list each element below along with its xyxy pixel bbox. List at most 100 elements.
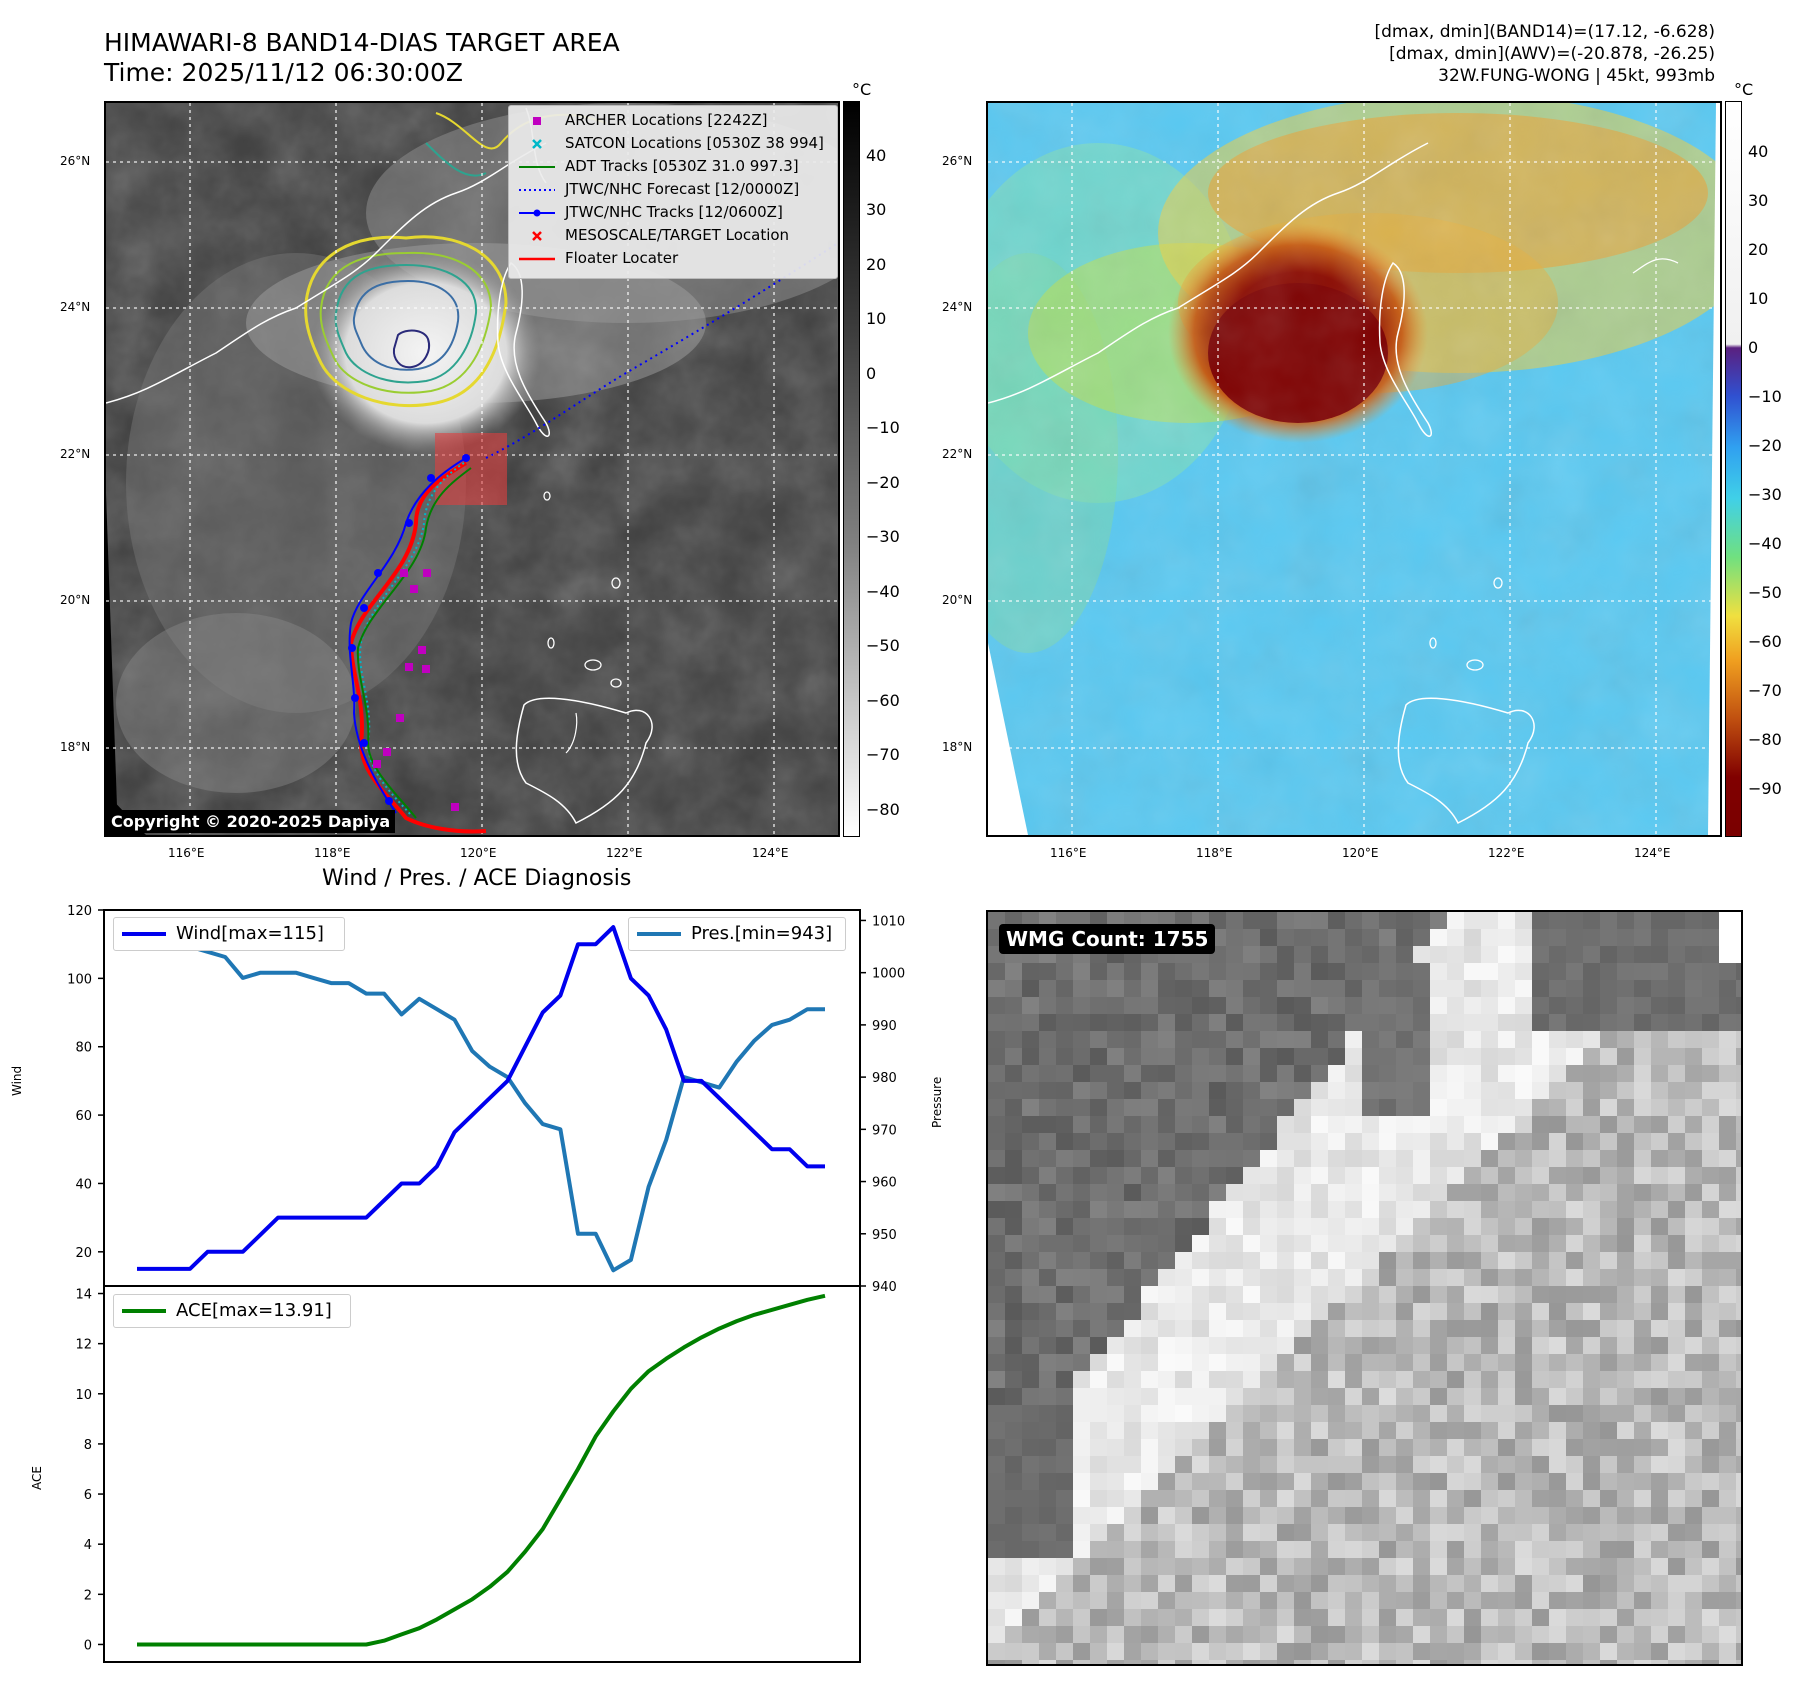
wmg-pixel — [1141, 1558, 1158, 1575]
wmg-pixel — [1515, 1303, 1532, 1320]
wmg-pixel — [1260, 1626, 1277, 1643]
wmg-pixel — [1396, 1167, 1413, 1184]
wmg-pixel — [1702, 1048, 1719, 1065]
wmg-pixel — [1634, 1048, 1651, 1065]
wmg-pixel — [1515, 1082, 1532, 1099]
wmg-pixel — [1294, 1660, 1311, 1664]
wmg-pixel — [1447, 980, 1464, 997]
wmg-pixel — [1685, 1456, 1702, 1473]
pressure-tick-label: 940 — [872, 1280, 897, 1295]
wmg-pixel — [1277, 1167, 1294, 1184]
wmg-pixel — [1124, 1337, 1141, 1354]
wmg-pixel — [1481, 1218, 1498, 1235]
wmg-pixel — [1515, 1320, 1532, 1337]
awv-colorbar-tick: −30 — [1748, 485, 1782, 504]
wmg-pixel — [1192, 1150, 1209, 1167]
wmg-pixel — [1260, 1575, 1277, 1592]
wmg-pixel — [1022, 1524, 1039, 1541]
wmg-pixel — [1583, 1303, 1600, 1320]
wmg-pixel — [1464, 1456, 1481, 1473]
wmg-pixel — [1430, 1388, 1447, 1405]
wmg-pixel — [1583, 1626, 1600, 1643]
wmg-pixel — [1583, 1456, 1600, 1473]
wmg-pixel — [1260, 1252, 1277, 1269]
wmg-pixel — [1022, 1235, 1039, 1252]
wmg-pixel — [1719, 1490, 1736, 1507]
wmg-pixel — [1311, 1269, 1328, 1286]
wmg-pixel — [1396, 912, 1413, 929]
wmg-pixel — [1617, 1422, 1634, 1439]
wmg-pixel — [1481, 1456, 1498, 1473]
wmg-pixel — [1260, 1541, 1277, 1558]
wmg-pixel — [1345, 1269, 1362, 1286]
wmg-pixel — [1379, 1371, 1396, 1388]
wmg-pixel — [1498, 997, 1515, 1014]
wmg-pixel — [1464, 1252, 1481, 1269]
wmg-pixel — [1209, 1116, 1226, 1133]
wmg-pixel — [1566, 1337, 1583, 1354]
wmg-pixel — [1277, 1371, 1294, 1388]
awv-colorbar-tick: −90 — [1748, 779, 1782, 798]
wmg-pixel — [1039, 1422, 1056, 1439]
wmg-pixel — [1583, 1405, 1600, 1422]
wmg-pixel — [1056, 1609, 1073, 1626]
wmg-pixel — [1583, 1507, 1600, 1524]
wmg-pixel — [1260, 1184, 1277, 1201]
wmg-pixel — [1651, 1184, 1668, 1201]
wmg-pixel — [1481, 1252, 1498, 1269]
wmg-pixel — [1175, 1286, 1192, 1303]
wmg-pixel — [1447, 1252, 1464, 1269]
wmg-pixel — [1090, 1082, 1107, 1099]
wmg-pixel — [1277, 1558, 1294, 1575]
wmg-pixel — [1056, 1099, 1073, 1116]
wmg-pixel — [1056, 1303, 1073, 1320]
wmg-pixel — [1396, 1354, 1413, 1371]
wmg-pixel — [1736, 929, 1741, 946]
wmg-pixel — [1668, 1048, 1685, 1065]
wmg-pixel — [1192, 1388, 1209, 1405]
wmg-pixel — [1277, 1626, 1294, 1643]
wmg-pixel — [1532, 1371, 1549, 1388]
wmg-pixel — [1226, 1218, 1243, 1235]
wmg-pixel — [1447, 1371, 1464, 1388]
wmg-pixel — [1243, 963, 1260, 980]
wmg-pixel — [1039, 1099, 1056, 1116]
wmg-pixel — [1481, 1286, 1498, 1303]
wmg-pixel — [1362, 1286, 1379, 1303]
wmg-pixel — [1005, 1609, 1022, 1626]
wmg-pixel — [1413, 1150, 1430, 1167]
wmg-pixel — [1226, 1626, 1243, 1643]
wmg-pixel — [1124, 1541, 1141, 1558]
wmg-pixel — [1294, 1303, 1311, 1320]
wmg-pixel — [1124, 1031, 1141, 1048]
wmg-pixel — [1243, 1116, 1260, 1133]
wmg-pixel — [1668, 1541, 1685, 1558]
wmg-pixel — [1736, 1422, 1741, 1439]
wmg-pixel — [1005, 1558, 1022, 1575]
ir-colorbar-tick: −70 — [866, 745, 900, 764]
wmg-pixel — [1175, 1490, 1192, 1507]
wmg-pixel — [1481, 1422, 1498, 1439]
wmg-pixel — [1736, 1116, 1741, 1133]
pressure-tick-label: 1010 — [872, 914, 905, 929]
map-legend: ARCHER Locations [2242Z] SATCON Location… — [508, 105, 838, 279]
wmg-pixel — [1481, 1354, 1498, 1371]
wmg-pixel — [1430, 1184, 1447, 1201]
wmg-pixel — [1124, 1201, 1141, 1218]
wmg-pixel — [1192, 1286, 1209, 1303]
wmg-pixel — [1515, 1541, 1532, 1558]
wmg-pixel — [988, 1133, 1005, 1150]
wmg-pixel — [988, 1592, 1005, 1609]
wmg-pixel — [1158, 1626, 1175, 1643]
wmg-pixel — [1362, 1048, 1379, 1065]
wmg-pixel — [1039, 1252, 1056, 1269]
wmg-pixel — [1158, 1507, 1175, 1524]
wmg-pixel — [1430, 1286, 1447, 1303]
wmg-pixel — [1175, 1388, 1192, 1405]
wmg-pixel — [1243, 1014, 1260, 1031]
wmg-pixel — [1209, 1218, 1226, 1235]
wmg-pixel — [1634, 1473, 1651, 1490]
wmg-pixel — [1634, 1388, 1651, 1405]
wmg-pixel — [1175, 1252, 1192, 1269]
wmg-pixel — [1362, 1031, 1379, 1048]
